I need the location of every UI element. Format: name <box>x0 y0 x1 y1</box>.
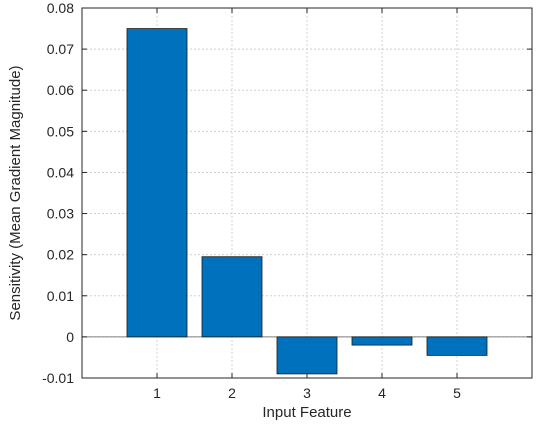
y-tick-label: 0.06 <box>47 82 74 98</box>
x-axis-label: Input Feature <box>262 404 351 421</box>
bar <box>276 336 338 375</box>
y-tick-label: -0.01 <box>42 370 74 386</box>
x-ticks: 1 2 3 4 5 <box>153 8 461 401</box>
y-tick-label: 0.08 <box>47 0 74 16</box>
x-tick-label: 5 <box>453 385 461 401</box>
bars <box>126 28 488 375</box>
x-tick-label: 1 <box>153 385 161 401</box>
y-tick-label: 0.02 <box>47 247 74 263</box>
x-tick-label: 2 <box>228 385 236 401</box>
y-tick-label: 0.05 <box>47 123 74 139</box>
y-ticks: -0.01 0 0.01 0.02 0.03 0.04 0.05 0.06 0.07 0.08 <box>42 0 532 386</box>
bar <box>351 336 413 346</box>
x-tick-label: 3 <box>303 385 311 401</box>
bar <box>426 336 488 356</box>
y-tick-label: 0.03 <box>47 206 74 222</box>
bar <box>201 256 263 338</box>
y-tick-label: 0.04 <box>47 164 74 180</box>
y-tick-label: 0.01 <box>47 288 74 304</box>
bar <box>126 28 188 338</box>
y-tick-label: 0.07 <box>47 41 74 57</box>
x-tick-label: 4 <box>378 385 386 401</box>
y-axis-label: Sensitivity (Mean Gradient Magnitude) <box>7 65 24 320</box>
y-tick-label: 0 <box>66 329 74 345</box>
